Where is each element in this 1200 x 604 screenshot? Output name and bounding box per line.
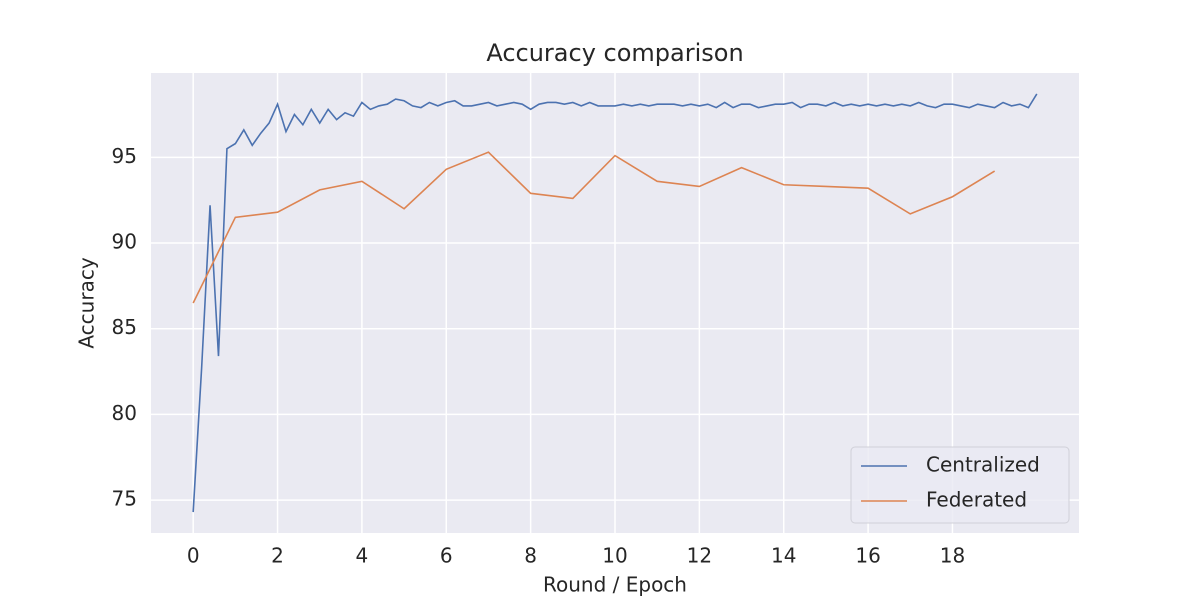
y-tick-label: 90	[112, 230, 137, 254]
x-tick-label: 2	[271, 544, 284, 568]
x-axis-label: Round / Epoch	[543, 573, 687, 597]
legend-label: Centralized	[926, 453, 1040, 477]
x-tick-label: 12	[687, 544, 712, 568]
x-tick-label: 18	[940, 544, 965, 568]
y-tick-label: 80	[112, 401, 137, 425]
x-tick-label: 14	[771, 544, 796, 568]
legend-label: Federated	[926, 488, 1027, 512]
y-axis-label: Accuracy	[75, 257, 99, 348]
legend: Centralized Federated	[850, 446, 1070, 524]
x-tick-label: 0	[187, 544, 200, 568]
data-line	[192, 151, 996, 304]
x-tick-label: 16	[855, 544, 880, 568]
y-tick-label: 95	[112, 144, 137, 168]
x-tick-label: 6	[440, 544, 453, 568]
x-tick-label: 8	[524, 544, 537, 568]
data-line	[192, 93, 1038, 513]
x-tick-label: 4	[356, 544, 369, 568]
y-tick-label: 85	[112, 315, 137, 339]
x-tick-label: 10	[602, 544, 627, 568]
chart-title: Accuracy comparison	[486, 39, 743, 67]
y-tick-label: 75	[112, 487, 137, 511]
